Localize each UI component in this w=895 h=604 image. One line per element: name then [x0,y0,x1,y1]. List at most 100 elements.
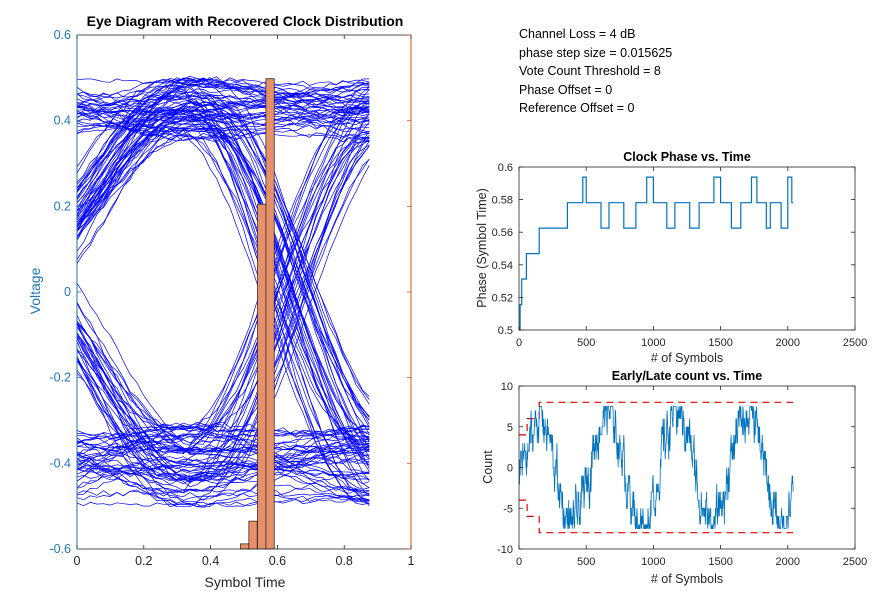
eye-trace [76,98,370,435]
eye-trace [76,113,370,482]
eye-trace [76,321,370,505]
x-tick-label: 0.6 [269,554,286,568]
x-tick-label: 0 [516,556,522,568]
x-tick-label: 1500 [708,556,732,568]
x-tick-label: 1 [408,554,415,568]
eye-trace [76,132,370,496]
eye-diagram-xlabel: Symbol Time [205,574,286,590]
y-tick-label: 0.6 [498,162,513,174]
info-channel-loss: Channel Loss = 4 dB [519,27,636,41]
eye-trace [76,454,370,507]
eye-trace [76,95,370,453]
y-tick-label: 0.58 [492,195,513,207]
x-tick-label: 0.2 [135,554,152,568]
eye-diagram-traces [76,75,370,508]
eye-trace [76,121,370,480]
eye-trace [76,426,370,496]
early-late-xlabel: # of Symbols [651,572,723,586]
eye-diagram-ylabel: Voltage [27,267,43,314]
eye-trace [76,88,370,203]
lower-threshold-line [519,499,794,534]
y-tick-label: 0.52 [492,292,513,304]
eye-trace [76,433,370,482]
eye-trace [76,355,370,508]
clock-phase-plot [519,176,794,331]
eye-trace [76,490,370,505]
early-late-title: Early/Late count vs. Time [612,369,763,383]
eye-trace [76,81,370,120]
y-tick-label: -5 [503,503,513,515]
clock-phase-frame: 0 500 1000 1500 2000 2500 0.5 0.52 0.54 0.56 0.58 0… [492,162,868,349]
eye-trace [76,130,370,482]
eye-trace [76,98,370,444]
eye-trace [76,446,370,466]
eye-trace [76,348,370,481]
early-late-ylabel: Count [481,450,495,484]
info-phase-step-size: phase step size = 0.015625 [519,45,673,60]
eye-trace [76,81,370,221]
eye-trace [76,426,370,455]
clock-histogram [240,78,275,550]
early-late-axes: 0 500 1000 1500 2000 2500 -10 -5 0 5 10 Early/Late… [481,369,867,586]
eye-trace [76,77,370,443]
clock-phase-title: Clock Phase vs. Time [623,150,751,164]
eye-trace [76,84,370,220]
eye-trace [76,105,370,446]
y-tick-label: 0.56 [492,227,513,239]
eye-trace [76,86,370,439]
y-tick-label: -0.6 [49,542,71,556]
eye-trace [76,94,370,201]
upper-threshold-line [519,401,794,436]
eye-trace [76,462,370,501]
x-tick-label: 1000 [641,337,665,349]
eye-trace [76,424,370,492]
y-tick-label: 0.5 [498,325,513,337]
eye-trace [76,86,370,460]
x-tick-label: 500 [577,556,595,568]
y-tick-label: 0 [507,463,513,475]
clock-phase-line [519,176,794,331]
clock-phase-xlabel: # of Symbols [651,351,723,365]
axes-box [518,166,856,331]
eye-trace [76,102,370,484]
y-tick-label: 0.4 [54,114,71,128]
x-tick-label: 2000 [776,337,800,349]
eye-trace [76,458,370,474]
x-tick-label: 1000 [641,556,665,568]
eye-diagram-axes: 0 0.2 0.4 0.6 0.8 1 -0.6 -0.4 -0.2 0 0.2 0.4 0.6 Eye… [27,13,415,590]
y-tick-label: 5 [507,422,513,434]
eye-trace [76,136,370,462]
early-late-plot [519,401,794,534]
info-phase-offset: Phase Offset = 0 [519,82,613,97]
eye-trace [76,322,370,442]
eye-trace [76,335,370,481]
x-tick-label: 0.8 [336,554,353,568]
eye-trace [76,78,370,228]
x-tick-label: 0.4 [202,554,219,568]
y-tick-label: -0.2 [49,371,71,385]
eye-trace [76,137,370,504]
eye-trace [76,441,370,496]
eye-trace [76,438,370,457]
histogram-bar [265,78,275,550]
eye-trace [76,125,370,489]
x-tick-label: 2500 [843,556,867,568]
parameter-info-box: Channel Loss = 4 dB phase step size = 0.… [519,25,672,118]
clock-phase-ylabel: Phase (Symbol Time) [475,188,489,307]
eye-trace [76,107,370,502]
eye-trace [76,134,370,439]
clock-phase-axes: 0 500 1000 1500 2000 2500 0.5 0.52 0.54 0.56 0.58 0… [475,150,867,365]
y-tick-label: 0 [64,285,71,299]
eye-trace [76,332,370,494]
x-tick-label: 2500 [843,337,867,349]
x-tick-label: 500 [577,337,595,349]
eye-trace [76,108,370,441]
eye-diagram-title: Eye Diagram with Recovered Clock Distrib… [87,13,404,29]
eye-trace [76,103,370,400]
info-reference-offset: Reference Offset = 0 [519,101,635,115]
eye-trace [76,79,370,193]
eye-trace [76,356,370,481]
eye-trace [76,118,370,466]
eye-trace [76,127,370,443]
